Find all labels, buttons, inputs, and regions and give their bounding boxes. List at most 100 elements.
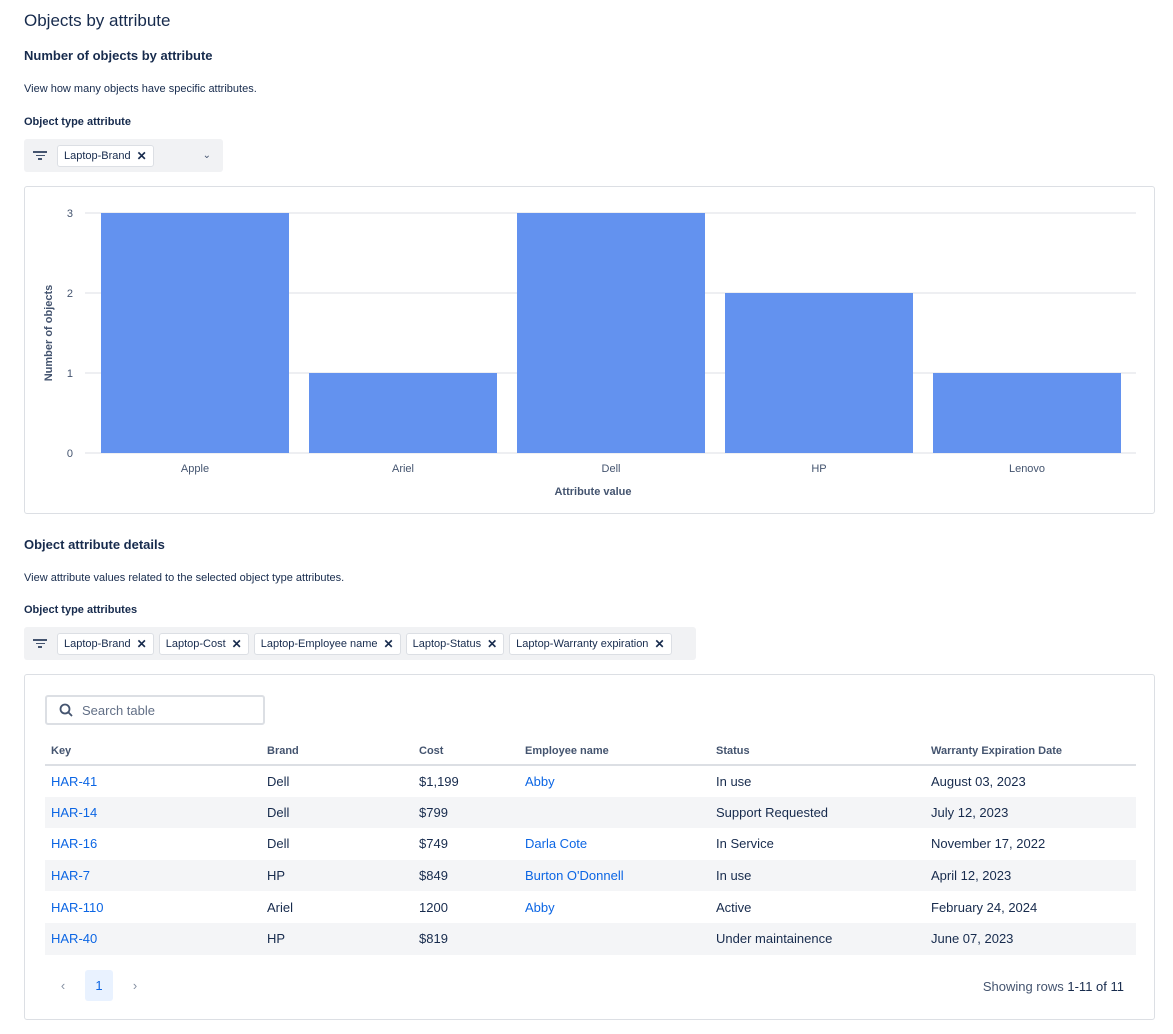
tag-label: Laptop-Brand: [64, 637, 131, 650]
table-cell: Dell: [261, 796, 413, 829]
chart-section-title: Number of objects by attribute: [24, 48, 213, 63]
table-cell: HAR-40: [45, 922, 261, 955]
table-cell: In use: [716, 773, 752, 789]
chart-section-description: View how many objects have specific attr…: [24, 83, 257, 95]
attribute-select[interactable]: Laptop-Brand ✕ ⌄: [24, 139, 223, 172]
attribute-tag: Laptop-Warranty expiration ✕: [509, 632, 672, 655]
employee-link[interactable]: Darla Cote: [525, 836, 588, 852]
table-cell: Abby: [519, 891, 710, 923]
remove-tag-icon[interactable]: ✕: [136, 636, 147, 651]
table-cell: $819: [413, 922, 519, 955]
table-cell: Burton O'Donnell: [519, 859, 710, 892]
x-tick-label: Dell: [602, 463, 621, 475]
bar-apple: [101, 213, 289, 453]
page-button-current[interactable]: 1: [85, 970, 113, 1001]
tag-label: Laptop-Cost: [165, 637, 226, 650]
object-key-link[interactable]: HAR-16: [51, 836, 98, 852]
employee-link[interactable]: Abby: [525, 773, 555, 789]
tag-label: Laptop-Brand: [64, 149, 131, 162]
remove-tag-icon[interactable]: ✕: [136, 148, 147, 163]
y-tick-label: 1: [67, 368, 73, 380]
table-cell: April 12, 2023: [925, 859, 1136, 892]
remove-tag-icon[interactable]: ✕: [487, 636, 498, 651]
table-cell: $799: [413, 796, 519, 829]
rows-summary-prefix: Showing rows: [982, 979, 1064, 994]
table-row: HAR-14 Dell $799 Support Requested July 12, …: [45, 796, 1136, 829]
x-axis-label: Attribute value: [554, 486, 631, 498]
filter-icon: [32, 639, 48, 648]
remove-tag-icon[interactable]: ✕: [383, 636, 394, 651]
chevron-down-icon[interactable]: ⌄: [202, 150, 211, 161]
x-tick-label: HP: [811, 463, 826, 475]
tag-label: Laptop-Warranty expiration: [516, 637, 649, 650]
attribute-tag: Laptop-Status ✕: [405, 632, 505, 655]
page-title: Objects by attribute: [24, 11, 171, 30]
bar-chart: 0 1 2 3 Apple Ariel Dell HP Lenovo Attribute valu…: [43, 208, 1136, 498]
table-row: HAR-41 Dell $1,199 Abby In use August 03, 202…: [45, 765, 1136, 797]
filter-icon: [32, 151, 48, 160]
table-cell: In Service: [716, 836, 774, 852]
details-section-description: View attribute values related to the sel…: [24, 572, 345, 584]
x-tick-label: Ariel: [392, 463, 414, 475]
table-cell: HAR-16: [45, 828, 261, 860]
employee-link[interactable]: Burton O'Donnell: [525, 868, 624, 884]
table-row: HAR-40 HP $819 Under maintainence June 07, 2…: [45, 922, 1136, 955]
employee-link[interactable]: Abby: [525, 899, 555, 915]
table-cell: Dell: [267, 773, 290, 789]
table-cell: August 03, 2023: [931, 773, 1026, 789]
column-header[interactable]: Employee name: [519, 737, 710, 766]
table-cell: $1,199: [419, 773, 459, 789]
table-row: HAR-7 HP $849 Burton O'Donnell In use April 1…: [45, 859, 1136, 892]
attribute-tag: Laptop-Employee name ✕: [253, 632, 401, 655]
table-cell: June 07, 2023: [925, 922, 1136, 955]
attributes-multiselect[interactable]: Laptop-Brand ✕ Laptop-Cost ✕ Laptop-Employee…: [24, 627, 696, 660]
table-cell: HAR-14: [45, 796, 261, 829]
table-cell: Abby: [519, 765, 710, 797]
table-cell: HAR-110: [45, 891, 261, 923]
y-tick-label: 2: [67, 288, 73, 300]
remove-tag-icon[interactable]: ✕: [231, 636, 242, 651]
table-cell: [519, 796, 710, 829]
table-cell: Active: [716, 899, 752, 915]
bar-ariel: [309, 373, 497, 453]
tag-laptop-brand: Laptop-Brand ✕: [57, 144, 154, 167]
object-key-link[interactable]: HAR-7: [51, 868, 91, 884]
remove-tag-icon[interactable]: ✕: [654, 636, 665, 651]
object-key-link[interactable]: HAR-41: [51, 773, 98, 789]
bar-lenovo: [933, 373, 1121, 453]
chart-card: 0 1 2 3 Apple Ariel Dell HP Lenovo Attribute valu…: [24, 186, 1155, 514]
table-cell: Support Requested: [710, 796, 925, 829]
column-header[interactable]: Brand: [261, 737, 413, 766]
column-header[interactable]: Key: [45, 737, 261, 766]
table-cell: 1200: [419, 899, 448, 915]
table-cell: HAR-7: [45, 859, 261, 892]
next-page-button[interactable]: ›: [132, 978, 138, 993]
table-cell: HAR-41: [45, 765, 261, 797]
object-key-link[interactable]: HAR-110: [51, 899, 104, 915]
details-filter-label: Object type attributes: [24, 604, 138, 616]
object-key-link[interactable]: HAR-40: [51, 931, 98, 947]
table-cell: $849: [413, 859, 519, 892]
table-cell: Ariel: [267, 899, 294, 915]
column-header[interactable]: Cost: [413, 737, 519, 766]
column-header[interactable]: Status: [710, 737, 925, 766]
table-cell: February 24, 2024: [931, 899, 1038, 915]
tag-label: Laptop-Employee name: [260, 637, 378, 650]
table-cell: Darla Cote: [519, 828, 710, 860]
column-header[interactable]: Warranty Expiration Date: [925, 737, 1136, 766]
table-cell: July 12, 2023: [925, 796, 1136, 829]
table-cell: $749: [419, 836, 448, 852]
bar-dell: [517, 213, 705, 453]
y-axis-label: Number of objects: [43, 285, 55, 382]
details-section-title: Object attribute details: [24, 537, 165, 552]
table-card: Search table Key Brand Cost Employee name St…: [24, 674, 1155, 1020]
search-input[interactable]: Search table: [45, 695, 265, 725]
table-cell: HP: [261, 859, 413, 892]
table-cell: HP: [261, 922, 413, 955]
object-key-link[interactable]: HAR-14: [51, 804, 98, 820]
table-cell: [519, 922, 710, 955]
table-cell: November 17, 2022: [931, 836, 1046, 852]
x-tick-label: Lenovo: [1009, 463, 1045, 475]
details-table: Key Brand Cost Employee name Status Warranty …: [45, 737, 1136, 955]
prev-page-button[interactable]: ‹: [60, 978, 66, 993]
